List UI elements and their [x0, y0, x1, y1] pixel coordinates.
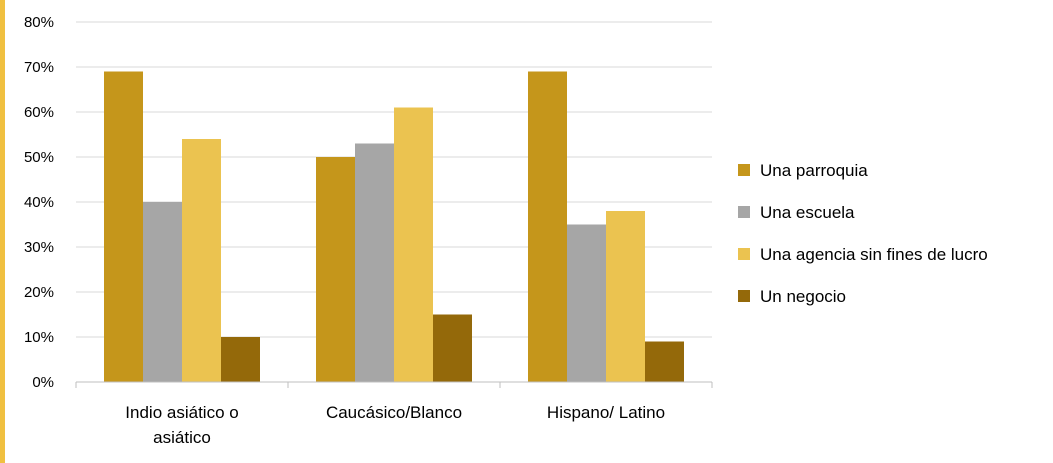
- bar: [143, 202, 182, 382]
- legend-label: Una agencia sin fines de lucro: [760, 245, 988, 264]
- bar: [182, 139, 221, 382]
- y-tick-label: 20%: [24, 284, 54, 301]
- legend-swatch: [738, 248, 750, 260]
- legend-swatch: [738, 290, 750, 302]
- y-tick-label: 80%: [24, 14, 54, 31]
- y-tick-label: 10%: [24, 329, 54, 346]
- y-tick-label: 50%: [24, 149, 54, 166]
- x-category-label: asiático: [153, 428, 211, 447]
- y-tick-label: 40%: [24, 194, 54, 211]
- y-tick-label: 0%: [32, 374, 54, 391]
- y-axis-tick-labels: 0% 10% 20% 30% 40% 50% 60% 70% 80%: [24, 14, 54, 391]
- bar: [355, 143, 394, 382]
- x-category-label: Hispano/ Latino: [547, 403, 665, 422]
- bar: [433, 314, 472, 382]
- bar: [645, 341, 684, 382]
- x-category-label: Indio asiático o: [125, 403, 238, 422]
- bar: [606, 211, 645, 382]
- x-axis-category-labels: Indio asiático o asiático Caucásico/Blanco…: [125, 403, 665, 447]
- bar: [528, 71, 567, 382]
- bar: [316, 157, 355, 382]
- legend-label: Un negocio: [760, 287, 846, 306]
- y-tick-label: 60%: [24, 104, 54, 121]
- bars: [104, 71, 684, 382]
- legend-label: Una parroquia: [760, 161, 868, 180]
- left-accent-border: [0, 0, 5, 463]
- legend-label: Una escuela: [760, 203, 855, 222]
- y-tick-label: 70%: [24, 59, 54, 76]
- legend-swatch: [738, 164, 750, 176]
- bar: [221, 337, 260, 382]
- y-tick-label: 30%: [24, 239, 54, 256]
- bar: [104, 71, 143, 382]
- legend-swatch: [738, 206, 750, 218]
- bar: [394, 107, 433, 382]
- bar: [567, 224, 606, 382]
- legend: Una parroquia Una escuela Una agencia sin …: [738, 161, 988, 306]
- x-category-label: Caucásico/Blanco: [326, 403, 462, 422]
- x-axis-ticks: [75, 382, 713, 388]
